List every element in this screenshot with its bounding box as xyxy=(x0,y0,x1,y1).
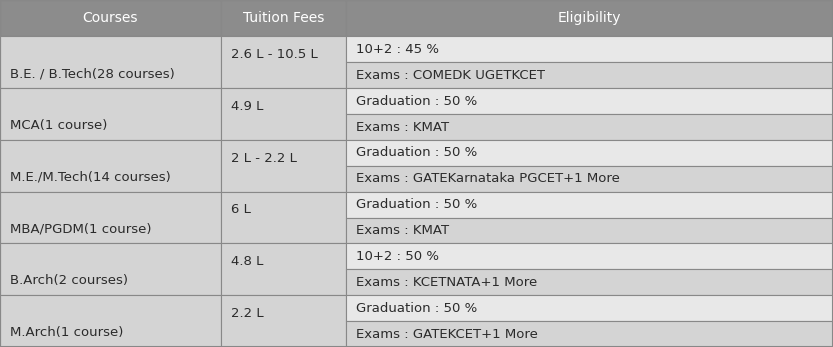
Text: Courses: Courses xyxy=(82,11,138,25)
Text: MBA/PGDM(1 course): MBA/PGDM(1 course) xyxy=(10,222,152,236)
Bar xyxy=(346,88,833,114)
Bar xyxy=(0,295,221,347)
Text: 2 L - 2.2 L: 2 L - 2.2 L xyxy=(231,152,297,164)
Text: Exams : KMAT: Exams : KMAT xyxy=(356,120,449,134)
Text: 6 L: 6 L xyxy=(231,203,251,216)
Text: 2.2 L: 2.2 L xyxy=(231,307,263,320)
Bar xyxy=(221,0,346,36)
Text: 10+2 : 45 %: 10+2 : 45 % xyxy=(356,43,439,56)
Text: M.Arch(1 course): M.Arch(1 course) xyxy=(10,326,123,339)
Text: B.Arch(2 courses): B.Arch(2 courses) xyxy=(10,274,128,287)
Bar xyxy=(346,321,833,347)
Text: Tuition Fees: Tuition Fees xyxy=(242,11,324,25)
Bar xyxy=(221,36,346,88)
Text: 2.6 L - 10.5 L: 2.6 L - 10.5 L xyxy=(231,48,317,61)
Text: Exams : GATEKCET+1 More: Exams : GATEKCET+1 More xyxy=(356,328,537,340)
Bar xyxy=(0,36,221,88)
Bar xyxy=(0,244,221,295)
Text: Graduation : 50 %: Graduation : 50 % xyxy=(356,302,477,315)
Text: MCA(1 course): MCA(1 course) xyxy=(10,119,107,132)
Bar xyxy=(346,0,833,36)
Text: Exams : GATEKarnataka PGCET+1 More: Exams : GATEKarnataka PGCET+1 More xyxy=(356,172,620,185)
Bar xyxy=(346,114,833,140)
Bar xyxy=(221,88,346,140)
Bar xyxy=(0,140,221,192)
Text: M.E./M.Tech(14 courses): M.E./M.Tech(14 courses) xyxy=(10,171,171,184)
Text: Graduation : 50 %: Graduation : 50 % xyxy=(356,146,477,159)
Bar xyxy=(0,0,221,36)
Text: Eligibility: Eligibility xyxy=(557,11,621,25)
Bar xyxy=(0,192,221,244)
Bar xyxy=(221,244,346,295)
Text: Exams : KMAT: Exams : KMAT xyxy=(356,224,449,237)
Bar xyxy=(0,88,221,140)
Text: 4.9 L: 4.9 L xyxy=(231,100,263,113)
Bar xyxy=(221,140,346,192)
Text: Graduation : 50 %: Graduation : 50 % xyxy=(356,95,477,108)
Bar xyxy=(346,36,833,62)
Bar xyxy=(346,244,833,269)
Text: Graduation : 50 %: Graduation : 50 % xyxy=(356,198,477,211)
Bar xyxy=(346,140,833,166)
Bar xyxy=(346,295,833,321)
Text: 4.8 L: 4.8 L xyxy=(231,255,263,268)
Text: Exams : KCETNATA+1 More: Exams : KCETNATA+1 More xyxy=(356,276,537,289)
Bar xyxy=(346,269,833,295)
Bar xyxy=(221,192,346,244)
Bar xyxy=(346,166,833,192)
Bar xyxy=(346,62,833,88)
Text: B.E. / B.Tech(28 courses): B.E. / B.Tech(28 courses) xyxy=(10,67,175,80)
Text: 10+2 : 50 %: 10+2 : 50 % xyxy=(356,250,439,263)
Text: Exams : COMEDK UGETKCET: Exams : COMEDK UGETKCET xyxy=(356,69,545,82)
Bar xyxy=(346,218,833,244)
Bar xyxy=(221,295,346,347)
Bar xyxy=(346,192,833,218)
